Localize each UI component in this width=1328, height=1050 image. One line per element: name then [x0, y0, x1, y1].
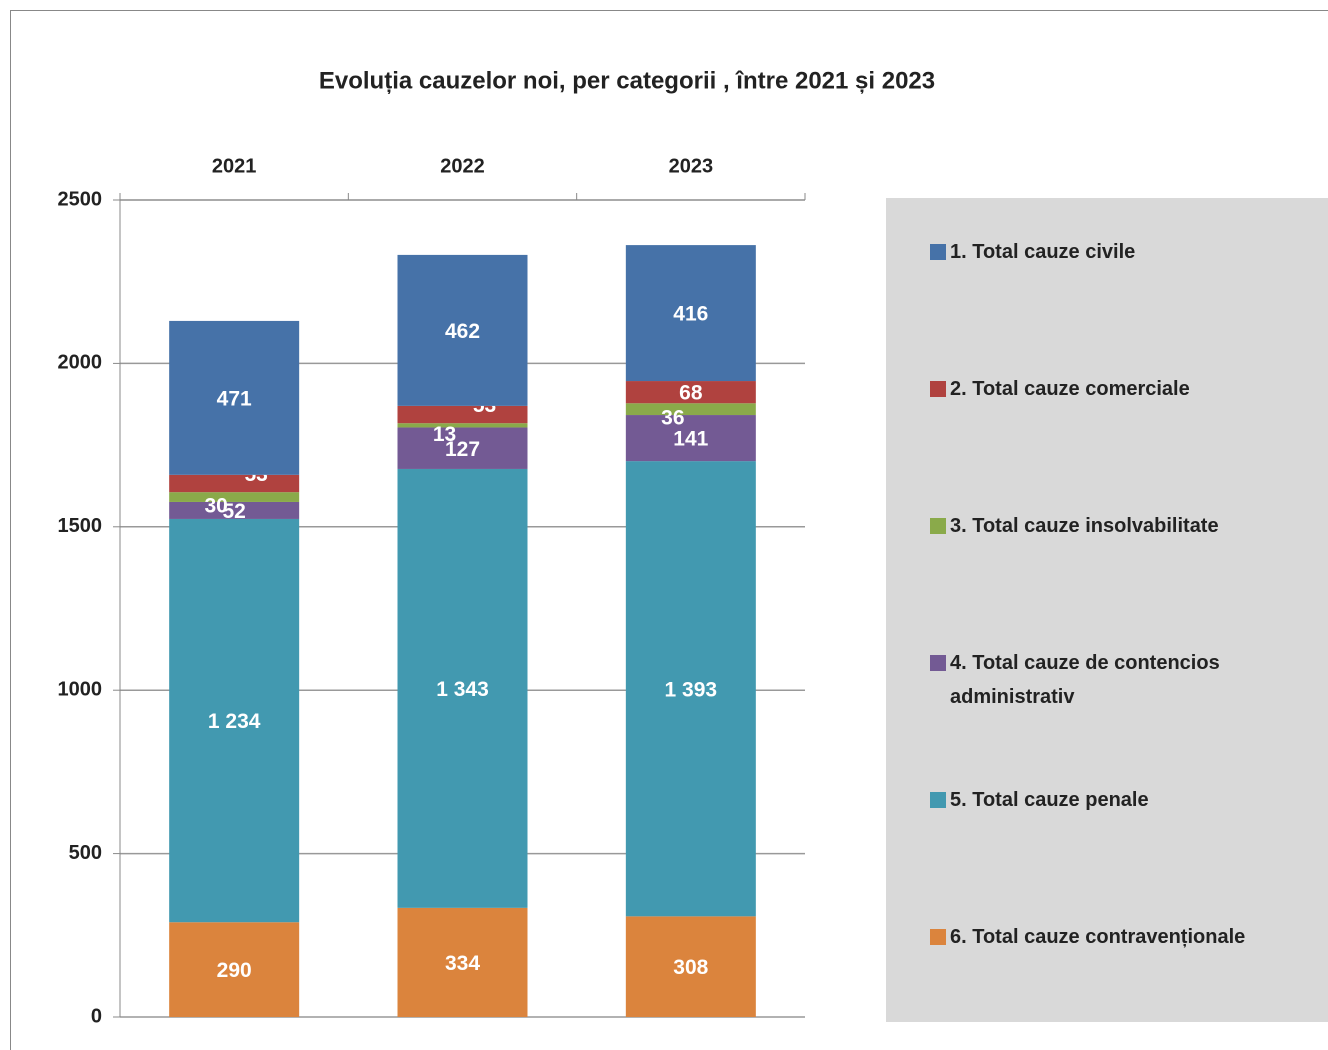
value-label: 290 — [217, 959, 252, 982]
value-label: 52 — [222, 500, 245, 523]
value-label: 1 393 — [665, 678, 718, 701]
legend-swatch — [930, 244, 946, 260]
bar-segment — [625, 245, 756, 382]
y-tick-label: 2500 — [58, 188, 103, 210]
value-label: 30 — [204, 495, 227, 518]
bar-segment — [397, 468, 528, 908]
legend-swatch — [930, 792, 946, 808]
value-label: 334 — [445, 952, 480, 975]
bar-segment — [169, 501, 300, 519]
bar-segment — [169, 474, 300, 493]
bar-segment — [397, 427, 528, 469]
y-tick-label: 1000 — [58, 678, 103, 700]
bar-segment — [397, 423, 528, 428]
legend-item: 2. Total cauze comerciale — [930, 372, 1310, 406]
bar-segment — [397, 254, 528, 406]
legend-item: 5. Total cauze penale — [930, 783, 1310, 817]
bar-segment — [625, 916, 756, 1017]
bar-segment — [625, 403, 756, 416]
legend-item: 6. Total cauze contravenționale — [930, 920, 1310, 954]
legend-item: 4. Total cauze de contencios administrat… — [930, 646, 1310, 714]
value-label: 471 — [217, 387, 252, 410]
value-label: 68 — [679, 382, 703, 405]
legend-item: 1. Total cauze civile — [930, 235, 1310, 269]
value-label: 13 — [433, 423, 456, 446]
value-label: 1 234 — [208, 710, 261, 733]
legend-label: 4. Total cauze de contencios administrat… — [950, 652, 1220, 708]
x-tick-label: 2023 — [669, 155, 714, 177]
legend-swatch — [930, 518, 946, 534]
y-tick-label: 1500 — [58, 515, 103, 537]
chart-title: Evoluția cauzelor noi, per categorii , î… — [319, 67, 935, 94]
bar-segment — [625, 461, 756, 917]
legend-label: 5. Total cauze penale — [950, 789, 1149, 811]
value-label: 1 343 — [436, 678, 489, 701]
y-tick-label: 0 — [91, 1005, 102, 1027]
bar-segment — [169, 320, 300, 475]
value-label: 416 — [673, 303, 708, 326]
value-label: 141 — [673, 428, 708, 451]
value-label: 308 — [673, 956, 708, 979]
legend-item: 3. Total cauze insolvabilitate — [930, 509, 1310, 543]
bar-segment — [397, 405, 528, 424]
x-tick-label: 2022 — [440, 155, 485, 177]
legend-label: 6. Total cauze contravenționale — [950, 926, 1246, 948]
value-label: 127 — [445, 438, 480, 461]
bar-segment — [169, 922, 300, 1017]
legend: 1. Total cauze civile 2. Total cauze come… — [886, 198, 1328, 1022]
bar-segment — [625, 381, 756, 404]
legend-swatch — [930, 655, 946, 671]
x-tick-label: 2021 — [212, 155, 257, 177]
y-tick-label: 2000 — [58, 352, 103, 374]
bar-segment — [397, 907, 528, 1017]
y-tick-label: 500 — [69, 842, 102, 864]
bar-segment — [169, 492, 300, 502]
value-label: 462 — [445, 320, 480, 343]
legend-swatch — [930, 381, 946, 397]
chart-border — [10, 10, 1328, 1050]
legend-swatch — [930, 929, 946, 945]
legend-label: 2. Total cauze comerciale — [950, 378, 1190, 400]
legend-label: 3. Total cauze insolvabilitate — [950, 515, 1219, 537]
legend-label: 1. Total cauze civile — [950, 241, 1136, 263]
value-label: 36 — [661, 407, 684, 430]
bar-segment — [169, 518, 300, 923]
bar-segment — [625, 415, 756, 462]
